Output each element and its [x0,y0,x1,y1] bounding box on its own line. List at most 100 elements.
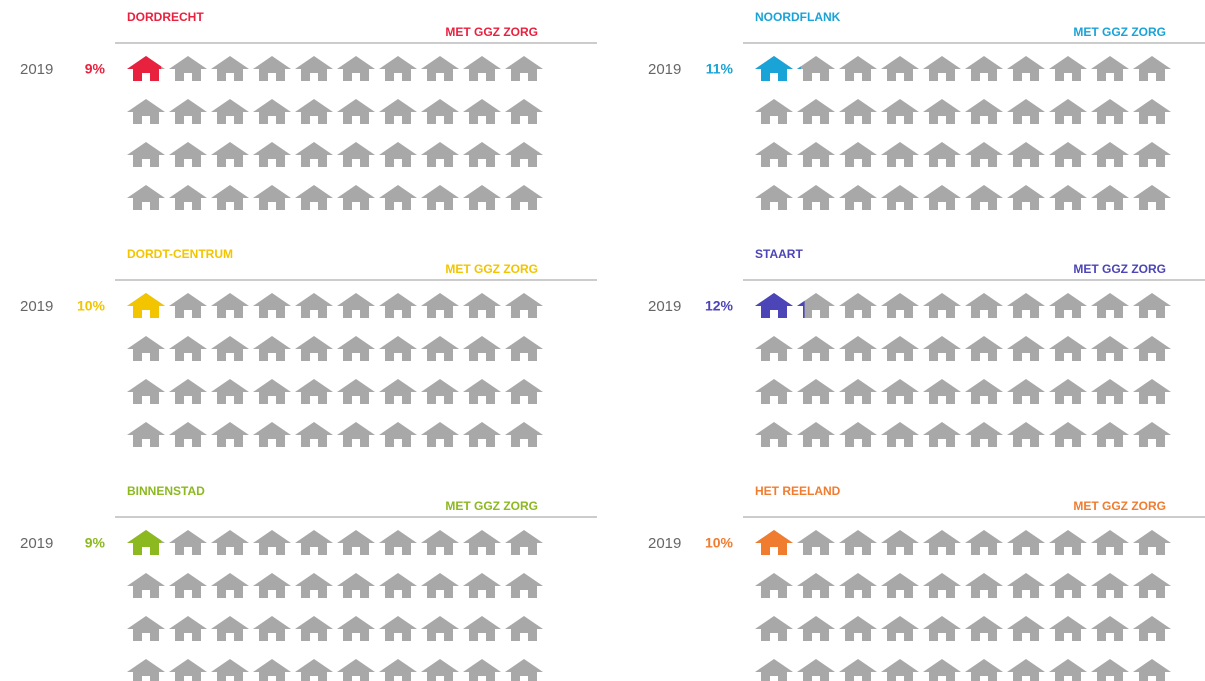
house-icon [1049,56,1087,81]
house-icon [169,379,207,404]
house-icon [421,336,459,361]
house-icon [1091,530,1129,555]
house-icon [1049,293,1087,318]
house-icon [965,616,1003,641]
house-icon [1133,422,1171,447]
house-icon [211,336,249,361]
house-icon [505,573,543,598]
house-icon [923,293,961,318]
house-icon [1133,56,1171,81]
house-icon [295,573,333,598]
house-icon [211,56,249,81]
house-icon [839,659,877,681]
house-icon [253,99,291,124]
house-icon [1133,573,1171,598]
house-icon [839,573,877,598]
house-icon [211,185,249,210]
house-icon [1091,616,1129,641]
house-icon [965,142,1003,167]
house-icon [965,379,1003,404]
house-icon [881,99,919,124]
house-icon [797,56,835,81]
house-filled [127,56,162,81]
house-icon [169,56,207,81]
house-icon [463,573,501,598]
house-icon [295,56,333,81]
house-icon [127,422,165,447]
house-icon [211,422,249,447]
house-icon [1133,99,1171,124]
house-icon [923,659,961,681]
value-label: 11% [706,61,734,77]
house-icon [881,659,919,681]
house-icon [505,293,543,318]
house-icon [127,336,165,361]
house-icon [295,616,333,641]
house-icon [463,185,501,210]
panel-title: NOORDFLANK [755,10,841,24]
house-icon [839,142,877,167]
house-icon [755,142,793,167]
house-filled [127,530,162,555]
house-icon [211,659,249,681]
house-icon [379,422,417,447]
house-icon [839,99,877,124]
house-icon [1133,530,1171,555]
house-icon [797,530,835,555]
value-label: 10% [77,298,106,314]
house-icon [797,99,835,124]
house-icon [1133,293,1171,318]
house-icon [1007,659,1045,681]
panel-title: DORDT-CENTRUM [127,247,233,261]
house-icon [421,56,459,81]
house-icon [337,616,375,641]
house-icon [463,142,501,167]
house-icon [211,573,249,598]
house-icon [379,142,417,167]
house-icon [295,185,333,210]
house-icon [169,530,207,555]
house-icon [421,142,459,167]
house-icon [127,573,165,598]
house-icon [253,422,291,447]
house-icon [1049,422,1087,447]
house-icon [881,616,919,641]
panel-subtitle: MET GGZ ZORG [1073,25,1166,39]
house-icon [253,573,291,598]
house-icon [505,336,543,361]
house-icon [463,616,501,641]
house-icon [797,422,835,447]
house-icon [965,99,1003,124]
house-icon [253,142,291,167]
house-icon [379,659,417,681]
house-icon [463,56,501,81]
house-icon [169,293,207,318]
house-icon [1091,56,1129,81]
house-icon [839,185,877,210]
house-icon [127,659,165,681]
house-icon [797,185,835,210]
house-icon [463,336,501,361]
house-icon [211,142,249,167]
house-icon [211,99,249,124]
house-icon [379,616,417,641]
house-icon [505,185,543,210]
house-icon [127,379,165,404]
value-label: 9% [85,61,106,77]
panel-title: DORDRECHT [127,10,204,24]
house-icon [923,573,961,598]
value-houses [755,293,805,318]
value-label: 12% [705,298,734,314]
house-icon [797,293,835,318]
house-icon [923,530,961,555]
house-filled [797,300,805,318]
panel-subtitle: MET GGZ ZORG [445,499,538,513]
house-icon [169,99,207,124]
house-icon [1091,99,1129,124]
house-icon [881,142,919,167]
house-icon [1091,336,1129,361]
house-icon [295,99,333,124]
house-icon [379,293,417,318]
house-icon [797,379,835,404]
house-icon [463,659,501,681]
